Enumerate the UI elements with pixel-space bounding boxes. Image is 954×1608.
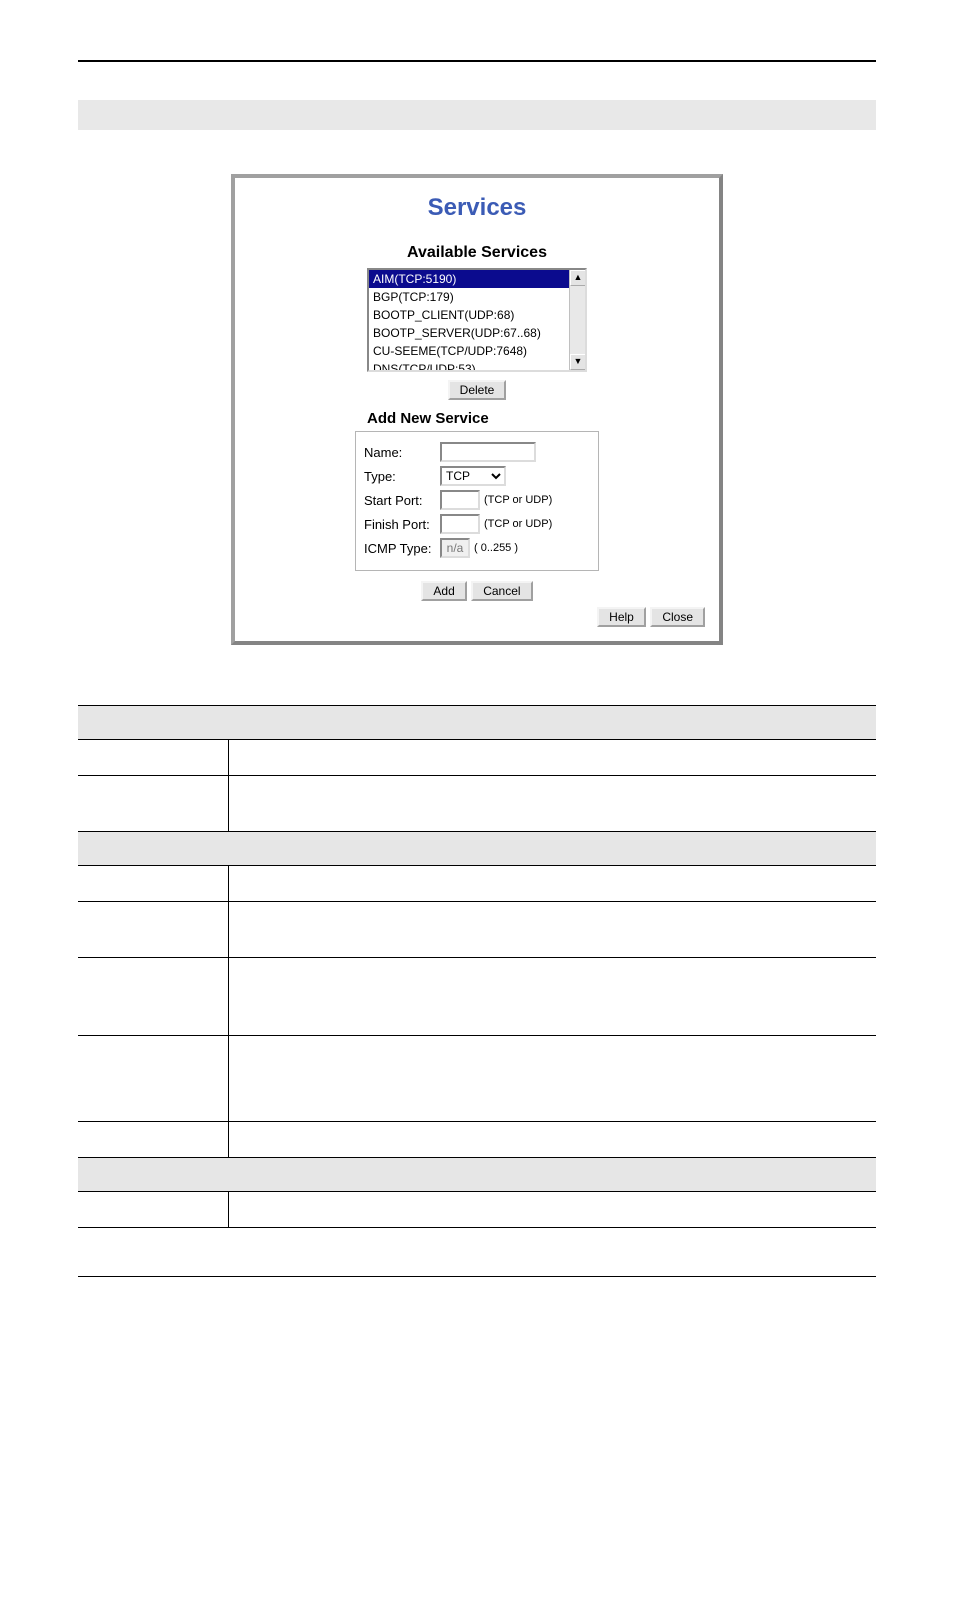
table-cell [78,1036,228,1122]
name-input[interactable] [440,442,536,462]
table-cell [228,1036,876,1122]
list-item[interactable]: DNS(TCP/UDP:53) [369,360,585,372]
table-cell [228,1192,876,1228]
icmp-type-input [440,538,470,558]
add-button[interactable]: Add [421,581,466,601]
table-cell [78,740,228,776]
scroll-up-icon[interactable]: ▲ [570,270,586,286]
table-cell [228,866,876,902]
name-label: Name: [364,445,436,460]
list-item[interactable]: BOOTP_CLIENT(UDP:68) [369,306,585,324]
table-cell [78,866,228,902]
table-header [78,832,876,866]
top-rule [78,60,876,62]
start-port-hint: (TCP or UDP) [484,494,552,506]
listbox-scrollbar[interactable]: ▲ ▼ [569,270,585,370]
description-table [78,705,876,1228]
finish-port-hint: (TCP or UDP) [484,518,552,530]
icmp-type-label: ICMP Type: [364,541,436,556]
available-services-listbox[interactable]: AIM(TCP:5190) BGP(TCP:179) BOOTP_CLIENT(… [367,268,587,372]
table-cell [228,740,876,776]
help-button[interactable]: Help [597,607,646,627]
gray-band [78,100,876,130]
available-services-title: Available Services [247,244,707,262]
table-header [78,1158,876,1192]
type-select[interactable]: TCP [440,466,506,486]
table-cell [228,776,876,832]
start-port-label: Start Port: [364,493,436,508]
table-cell [228,1122,876,1158]
icmp-hint: ( 0..255 ) [474,542,518,554]
start-port-input[interactable] [440,490,480,510]
add-service-form: Name: Type: TCP Start Port: (TCP or UDP)… [355,431,599,571]
list-item[interactable]: BOOTP_SERVER(UDP:67..68) [369,324,585,342]
table-header [78,706,876,740]
table-cell [228,902,876,958]
table-cell [78,1122,228,1158]
footer-rule [78,1276,876,1277]
table-cell [78,902,228,958]
close-button[interactable]: Close [650,607,705,627]
add-new-service-title: Add New Service [247,410,707,427]
cancel-button[interactable]: Cancel [471,581,532,601]
finish-port-label: Finish Port: [364,517,436,532]
delete-button[interactable]: Delete [448,380,507,400]
scroll-down-icon[interactable]: ▼ [570,354,586,370]
listbox-items: AIM(TCP:5190) BGP(TCP:179) BOOTP_CLIENT(… [369,270,585,372]
list-item[interactable]: BGP(TCP:179) [369,288,585,306]
table-cell [228,958,876,1036]
services-panel: Services Available Services AIM(TCP:5190… [231,174,723,645]
table-cell [78,776,228,832]
type-label: Type: [364,469,436,484]
list-item[interactable]: CU-SEEME(TCP/UDP:7648) [369,342,585,360]
panel-title: Services [247,194,707,222]
table-cell [78,958,228,1036]
list-item[interactable]: AIM(TCP:5190) [369,270,585,288]
table-cell [78,1192,228,1228]
finish-port-input[interactable] [440,514,480,534]
